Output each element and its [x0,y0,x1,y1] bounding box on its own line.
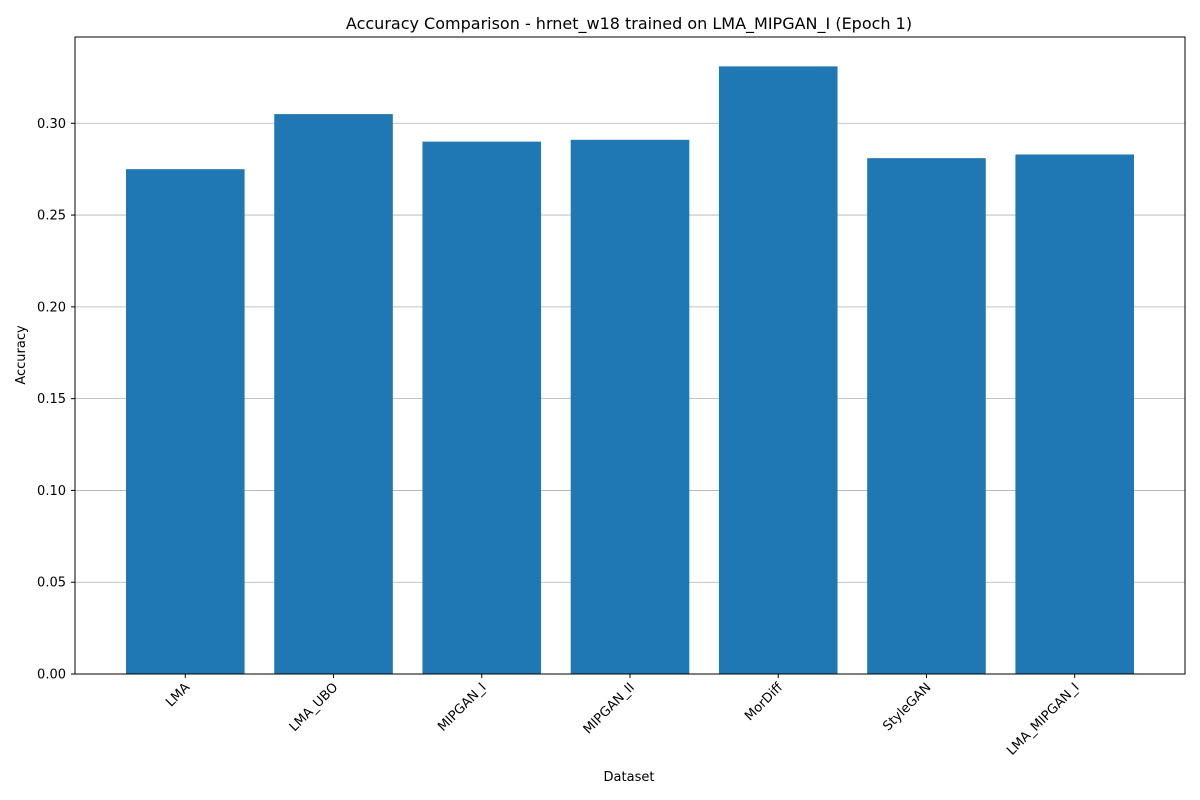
bars [126,66,1134,674]
x-tick-label: LMA_UBO [287,680,342,735]
bar-stylegan [867,158,986,674]
bar-lma-ubo [274,114,393,674]
bar-lma-mipgan-i [1015,154,1134,674]
x-tick-label: MIPGAN_II [581,680,638,737]
x-tick-label: LMA [163,680,193,710]
x-tick-label: StyleGAN [880,680,934,734]
y-tick-label: 0.05 [37,576,66,591]
y-tick-label: 0.10 [37,484,66,499]
y-tick-label: 0.20 [37,300,66,315]
y-tick-label: 0.00 [37,668,66,683]
bar-mipgan-i [422,141,542,674]
x-ticks: LMA LMA_UBO MIPGAN_I MIPGAN_II MorDiff StyleG… [163,674,1083,759]
bar-mipgan-ii [570,139,690,674]
bar-lma [126,169,245,674]
y-ticks: 0.00 0.05 0.10 0.15 0.20 0.25 0.30 [37,117,75,683]
y-tick-label: 0.25 [37,209,66,224]
x-tick-label: MorDiff [742,679,787,724]
chart-title: Accuracy Comparison - hrnet_w18 trained … [346,14,912,34]
bar-mordiff [718,66,838,674]
x-axis-label: Dataset [604,770,655,785]
y-axis-label: Accuracy [14,325,29,385]
y-tick-label: 0.30 [37,117,66,132]
x-tick-label: LMA_MIPGAN_I [1004,680,1082,758]
x-tick-label: MIPGAN_I [435,680,489,734]
y-tick-label: 0.15 [37,392,66,407]
